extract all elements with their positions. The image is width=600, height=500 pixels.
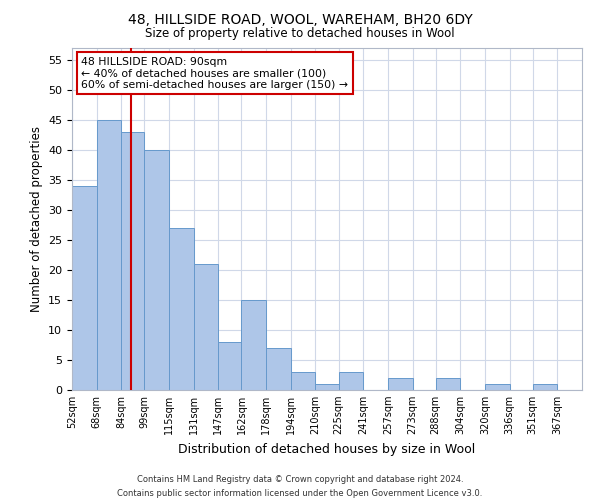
Text: 48 HILLSIDE ROAD: 90sqm
← 40% of detached houses are smaller (100)
60% of semi-d: 48 HILLSIDE ROAD: 90sqm ← 40% of detache… bbox=[81, 56, 348, 90]
Bar bbox=[218, 342, 241, 390]
Bar bbox=[388, 378, 413, 390]
Bar bbox=[485, 384, 509, 390]
Text: Size of property relative to detached houses in Wool: Size of property relative to detached ho… bbox=[145, 28, 455, 40]
Bar bbox=[316, 384, 338, 390]
Bar bbox=[194, 264, 218, 390]
Bar bbox=[533, 384, 557, 390]
Bar bbox=[266, 348, 291, 390]
Bar bbox=[72, 186, 97, 390]
Bar bbox=[338, 372, 363, 390]
Bar bbox=[169, 228, 194, 390]
Bar bbox=[145, 150, 169, 390]
Bar bbox=[436, 378, 460, 390]
Bar bbox=[121, 132, 145, 390]
Y-axis label: Number of detached properties: Number of detached properties bbox=[29, 126, 43, 312]
X-axis label: Distribution of detached houses by size in Wool: Distribution of detached houses by size … bbox=[178, 442, 476, 456]
Bar bbox=[97, 120, 121, 390]
Bar bbox=[241, 300, 266, 390]
Text: 48, HILLSIDE ROAD, WOOL, WAREHAM, BH20 6DY: 48, HILLSIDE ROAD, WOOL, WAREHAM, BH20 6… bbox=[128, 12, 472, 26]
Bar bbox=[291, 372, 316, 390]
Text: Contains HM Land Registry data © Crown copyright and database right 2024.
Contai: Contains HM Land Registry data © Crown c… bbox=[118, 476, 482, 498]
